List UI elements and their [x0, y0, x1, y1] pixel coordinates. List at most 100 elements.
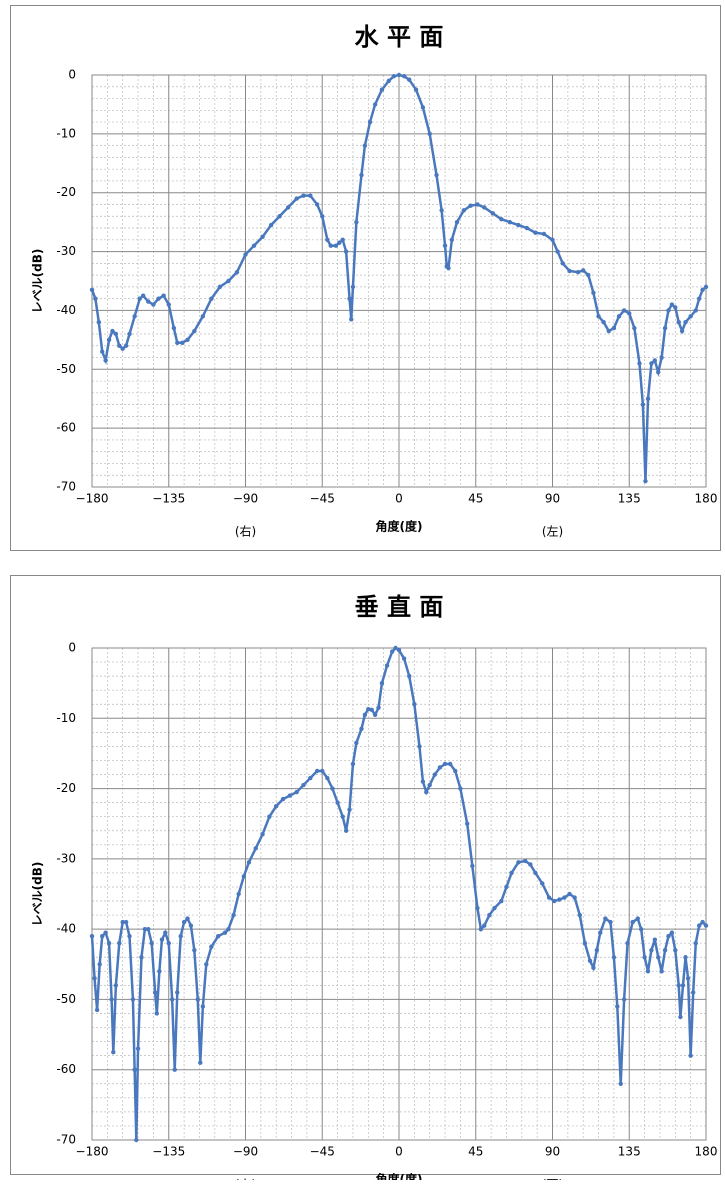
marker — [528, 862, 533, 867]
marker — [442, 243, 448, 248]
marker — [587, 958, 593, 963]
x-tick-label: −180 — [76, 492, 109, 506]
marker — [175, 990, 180, 995]
marker — [546, 895, 552, 900]
marker — [280, 796, 286, 802]
x-tick-label: −135 — [152, 1145, 185, 1159]
x-tick-label: 90 — [545, 492, 560, 506]
marker — [185, 337, 190, 343]
x-axis-label: 角度(度) — [376, 519, 423, 534]
marker — [362, 712, 368, 717]
x-tick-label: 135 — [618, 492, 641, 506]
marker — [243, 252, 248, 257]
marker — [446, 265, 451, 271]
marker — [391, 73, 397, 79]
y-tick-label: -70 — [56, 1133, 76, 1147]
marker — [246, 860, 252, 865]
marker — [166, 302, 171, 307]
y-tick-label: -30 — [56, 244, 76, 258]
marker — [555, 249, 560, 254]
marker — [376, 705, 381, 710]
marker — [260, 234, 265, 240]
marker — [325, 237, 330, 242]
y-tick-label: -20 — [56, 185, 76, 199]
marker — [359, 726, 364, 732]
marker — [137, 296, 142, 301]
marker — [343, 828, 349, 833]
marker — [171, 325, 177, 331]
marker — [541, 231, 547, 237]
marker — [567, 891, 572, 897]
marker — [113, 331, 119, 337]
marker — [110, 328, 115, 334]
x-tick-label: −90 — [233, 1145, 258, 1159]
marker — [372, 712, 378, 717]
marker — [106, 941, 112, 946]
marker — [669, 302, 675, 307]
marker — [97, 962, 102, 967]
marker — [461, 208, 467, 213]
marker — [146, 299, 151, 304]
marker — [140, 293, 146, 298]
marker — [447, 761, 453, 767]
marker — [113, 983, 119, 988]
marker — [216, 933, 221, 939]
marker — [492, 905, 497, 911]
marker — [420, 105, 426, 110]
marker — [127, 933, 132, 939]
marker — [621, 308, 627, 313]
marker — [92, 976, 97, 981]
marker — [343, 249, 349, 254]
marker — [209, 944, 214, 949]
marker — [268, 222, 274, 228]
marker — [591, 965, 596, 970]
marker — [413, 87, 419, 92]
marker — [688, 314, 693, 319]
marker — [267, 814, 272, 819]
marker — [200, 1004, 206, 1009]
marker — [417, 744, 422, 749]
marker — [680, 983, 686, 988]
marker — [577, 912, 582, 918]
marker — [703, 284, 709, 290]
marker — [616, 314, 622, 319]
marker — [523, 858, 528, 864]
marker — [693, 941, 698, 946]
marker — [294, 789, 299, 795]
marker — [652, 937, 658, 942]
marker — [200, 314, 206, 319]
marker — [475, 905, 480, 911]
y-tick-label: -40 — [56, 303, 76, 317]
marker — [274, 803, 279, 809]
marker — [142, 926, 148, 932]
marker — [314, 202, 320, 207]
marker — [439, 208, 444, 213]
marker — [673, 948, 678, 953]
marker — [516, 222, 521, 228]
marker — [507, 219, 513, 225]
marker — [673, 305, 678, 310]
marker — [700, 287, 705, 293]
marker — [487, 912, 492, 918]
marker — [163, 930, 168, 935]
marker — [437, 765, 443, 770]
marker — [499, 217, 504, 222]
x-axis-label: 角度(度) — [376, 1172, 423, 1181]
marker — [640, 402, 646, 407]
marker — [369, 707, 374, 713]
marker — [178, 933, 183, 939]
marker — [132, 1067, 137, 1072]
marker — [314, 768, 320, 774]
marker — [540, 881, 545, 886]
marker — [209, 296, 214, 301]
marker — [198, 1060, 203, 1065]
marker — [151, 302, 156, 307]
marker — [161, 293, 166, 298]
marker — [475, 202, 480, 207]
marker — [449, 237, 455, 242]
marker — [482, 923, 487, 928]
marker — [645, 969, 651, 974]
marker — [656, 955, 661, 960]
marker — [550, 237, 555, 242]
marker — [504, 884, 509, 890]
